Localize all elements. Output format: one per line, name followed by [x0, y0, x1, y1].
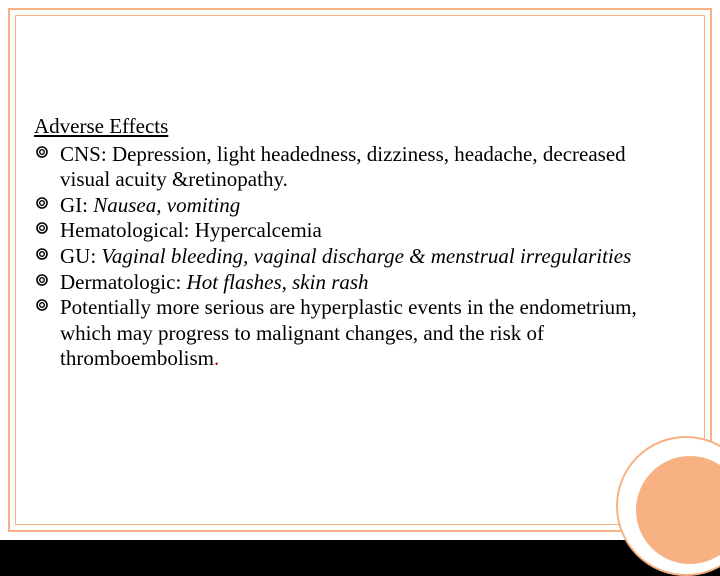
item-text: Potentially more serious are hyperplasti…: [60, 295, 637, 370]
list-item: Dermatologic: Hot flashes, skin rash: [34, 270, 670, 296]
red-period: .: [214, 346, 219, 370]
list-item: Potentially more serious are hyperplasti…: [34, 295, 670, 372]
bullet-icon: [36, 146, 48, 158]
content-block: Adverse Effects CNS: Depression, light h…: [34, 114, 670, 372]
item-italic: Hot flashes, skin rash: [187, 270, 369, 294]
bullet-icon: [36, 248, 48, 260]
item-prefix: CNS:: [60, 142, 112, 166]
item-prefix: GU:: [60, 244, 101, 268]
list-item: GI: Nausea, vomiting: [34, 193, 670, 219]
item-text: Depression, light headedness, dizziness,…: [60, 142, 626, 192]
item-text: Hypercalcemia: [195, 218, 322, 242]
item-prefix: Hematological:: [60, 218, 195, 242]
item-italic: Nausea, vomiting: [93, 193, 240, 217]
item-italic: Vaginal bleeding, vaginal discharge & me…: [101, 244, 631, 268]
bullet-list: CNS: Depression, light headedness, dizzi…: [34, 142, 670, 372]
bullet-icon: [36, 197, 48, 209]
slide: Adverse Effects CNS: Depression, light h…: [0, 0, 720, 540]
heading-adverse-effects: Adverse Effects: [34, 114, 670, 140]
item-prefix: GI:: [60, 193, 93, 217]
bullet-icon: [36, 222, 48, 234]
list-item: Hematological: Hypercalcemia: [34, 218, 670, 244]
bullet-icon: [36, 299, 48, 311]
list-item: CNS: Depression, light headedness, dizzi…: [34, 142, 670, 193]
list-item: GU: Vaginal bleeding, vaginal discharge …: [34, 244, 670, 270]
item-prefix: Dermatologic:: [60, 270, 187, 294]
bullet-icon: [36, 274, 48, 286]
